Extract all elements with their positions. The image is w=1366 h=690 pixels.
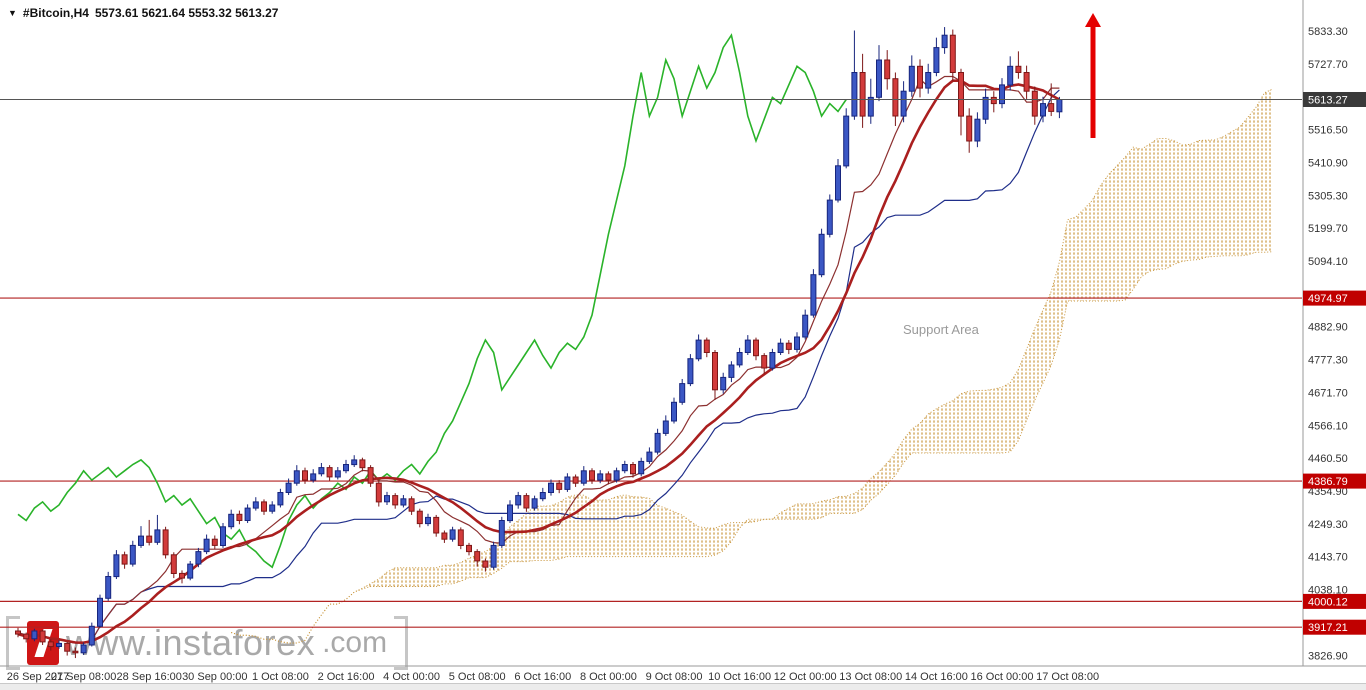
svg-text:9 Oct 08:00: 9 Oct 08:00 — [646, 671, 703, 683]
tenkan-sen-line — [17, 75, 1060, 644]
bottom-scroll-strip[interactable] — [0, 683, 1366, 690]
up-arrow-annotation[interactable] — [1085, 13, 1101, 138]
current-price-badge: 5613.27 — [1303, 92, 1366, 107]
svg-text:4000.12: 4000.12 — [1308, 596, 1348, 608]
svg-text:5 Oct 08:00: 5 Oct 08:00 — [449, 671, 506, 683]
watermark-text: www.instaforex — [66, 622, 316, 663]
svg-text:5613.27: 5613.27 — [1308, 95, 1348, 107]
svg-text:4974.97: 4974.97 — [1308, 293, 1348, 305]
svg-text:8 Oct 00:00: 8 Oct 00:00 — [580, 671, 637, 683]
svg-text:4566.10: 4566.10 — [1308, 420, 1348, 432]
svg-text:30 Sep 00:00: 30 Sep 00:00 — [182, 671, 247, 683]
svg-text:26 Sep 2017: 26 Sep 2017 — [7, 671, 69, 683]
level-price-badge: 4974.97 — [1303, 290, 1366, 306]
candles-layer — [15, 27, 1063, 659]
ichimoku-cloud — [231, 88, 1273, 644]
svg-text:14 Oct 16:00: 14 Oct 16:00 — [905, 671, 968, 683]
price-axis[interactable]: 5833.30 5727.70 5516.50 5410.90 5305.30 5199.… — [1308, 26, 1348, 662]
watermark-bracket-right-icon — [394, 616, 409, 670]
svg-text:1 Oct 08:00: 1 Oct 08:00 — [252, 671, 309, 683]
svg-text:4354.90: 4354.90 — [1308, 486, 1348, 498]
axes[interactable] — [0, 0, 1366, 667]
svg-text:4 Oct 00:00: 4 Oct 00:00 — [383, 671, 440, 683]
svg-text:13 Oct 08:00: 13 Oct 08:00 — [839, 671, 902, 683]
svg-text:5199.70: 5199.70 — [1308, 223, 1348, 235]
svg-text:4038.10: 4038.10 — [1308, 585, 1348, 597]
svg-text:4386.79: 4386.79 — [1308, 476, 1348, 488]
level-price-badge: 3917.21 — [1303, 619, 1366, 635]
svg-text:5727.70: 5727.70 — [1308, 59, 1348, 71]
symbol-header: ▼ #Bitcoin,H4 5573.61 5621.64 5553.32 56… — [8, 6, 278, 20]
level-price-badge: 4386.79 — [1303, 473, 1366, 489]
symbol-name: #Bitcoin,H4 — [22, 6, 89, 20]
svg-text:12 Oct 00:00: 12 Oct 00:00 — [774, 671, 837, 683]
instaforex-watermark: www.instaforex .com — [6, 616, 409, 670]
svg-text:5094.10: 5094.10 — [1308, 256, 1348, 268]
level-price-badge: 4000.12 — [1303, 593, 1366, 609]
svg-text:17 Oct 08:00: 17 Oct 08:00 — [1036, 671, 1099, 683]
kijun-sen-line — [17, 89, 1060, 644]
symbol-ohlc-values: 5573.61 5621.64 5553.32 5613.27 — [94, 6, 279, 20]
svg-text:5833.30: 5833.30 — [1308, 26, 1348, 38]
watermark-bracket-left-icon — [6, 616, 20, 670]
svg-text:5305.30: 5305.30 — [1308, 190, 1348, 202]
svg-text:4671.70: 4671.70 — [1308, 387, 1348, 399]
chikou-span-line — [17, 33, 847, 569]
svg-text:10 Oct 16:00: 10 Oct 16:00 — [708, 671, 771, 683]
svg-text:6 Oct 16:00: 6 Oct 16:00 — [514, 671, 571, 683]
support-resistance-lines[interactable] — [0, 297, 1302, 628]
svg-text:5410.90: 5410.90 — [1308, 157, 1348, 169]
svg-text:2 Oct 16:00: 2 Oct 16:00 — [318, 671, 375, 683]
svg-text:3826.90: 3826.90 — [1308, 650, 1348, 662]
svg-text:4460.50: 4460.50 — [1308, 453, 1348, 465]
svg-text:3917.21: 3917.21 — [1308, 622, 1348, 634]
svg-text:5516.50: 5516.50 — [1308, 125, 1348, 137]
svg-text:4249.30: 4249.30 — [1308, 519, 1348, 531]
svg-text:16 Oct 00:00: 16 Oct 00:00 — [971, 671, 1034, 683]
svg-text:27 Sep 08:00: 27 Sep 08:00 — [51, 671, 116, 683]
svg-text:4143.70: 4143.70 — [1308, 552, 1348, 564]
svg-text:4882.90: 4882.90 — [1308, 322, 1348, 334]
support-area-label: Support Area — [903, 322, 979, 337]
svg-text:4777.30: 4777.30 — [1308, 355, 1348, 367]
svg-text:28 Sep 16:00: 28 Sep 16:00 — [116, 671, 181, 683]
watermark-suffix: .com — [322, 626, 388, 659]
symbol-dropdown-icon[interactable]: ▼ — [8, 7, 17, 18]
